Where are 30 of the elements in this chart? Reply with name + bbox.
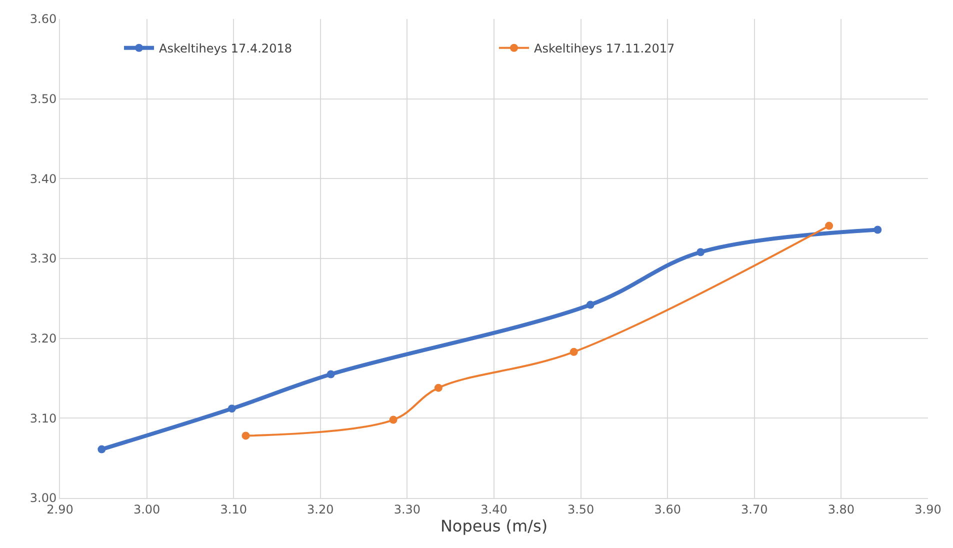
point (825, 222, 834, 230)
point (389, 416, 398, 424)
y-tick-label: 3.40 (30, 172, 57, 186)
point (696, 248, 705, 256)
point (326, 370, 335, 378)
x-axis-title: Nopeus (m/s) (440, 516, 548, 536)
x-tick-label: 3.30 (394, 502, 421, 516)
y-tick-label: 3.20 (30, 332, 57, 346)
x-tick-label: 3.40 (480, 502, 508, 516)
x-tick-label: 3.10 (220, 502, 247, 516)
y-tick-label: 3.30 (30, 252, 57, 266)
x-tick-label: 3.20 (307, 502, 334, 516)
y-tick-label: 3.60 (30, 12, 57, 26)
point (586, 300, 594, 309)
x-tick-label: 3.50 (567, 502, 594, 516)
point (98, 445, 106, 454)
point (570, 348, 578, 356)
point (434, 384, 442, 392)
legend-label: Askeltiheys 17.4.2018 (159, 42, 292, 56)
legend-label: Askeltiheys 17.11.2017 (534, 42, 675, 56)
point (242, 432, 250, 440)
x-tick-label: 3.60 (654, 502, 681, 516)
x-tick-label: 3.90 (914, 502, 942, 516)
point (228, 404, 236, 413)
x-tick-label: 3.70 (741, 502, 768, 516)
y-tick-label: 3.10 (30, 411, 57, 426)
y-tick-label: 3.50 (30, 92, 57, 106)
point (874, 226, 882, 234)
x-tick-label: 3.80 (828, 502, 855, 516)
x-tick-label: 3.00 (133, 502, 160, 516)
